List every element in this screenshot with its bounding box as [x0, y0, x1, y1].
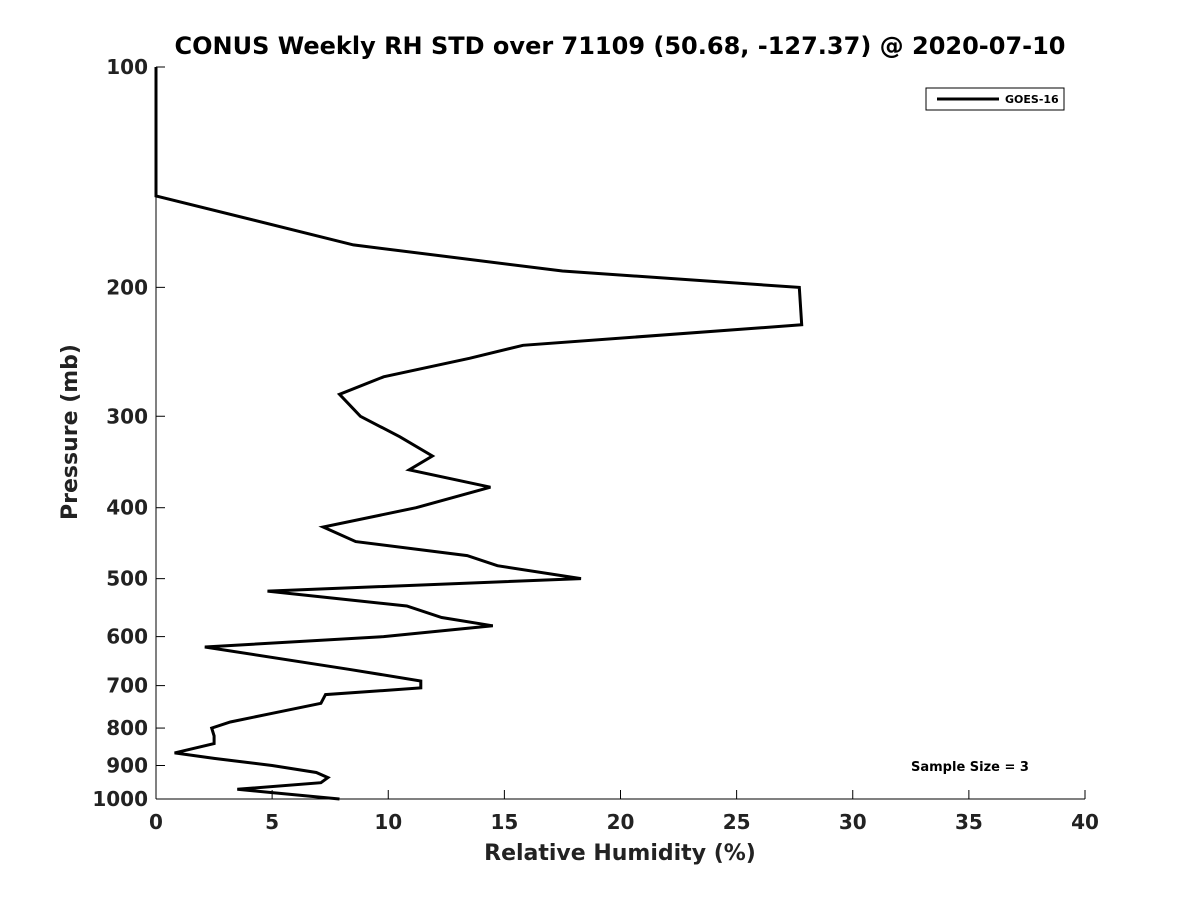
plot-area: 0 5 10 15 20 25 30 35 40 100 200 300 400 500 600 700 800… [92, 55, 1099, 834]
x-tick-label-15: 15 [490, 810, 518, 834]
y-tick-label-200: 200 [106, 275, 148, 299]
series-line-goes-16 [156, 67, 802, 799]
y-tick-label-1000: 1000 [92, 787, 148, 811]
x-axis-label: Relative Humidity (%) [484, 841, 756, 866]
x-tick-label-5: 5 [265, 810, 279, 834]
x-tick-label-35: 35 [955, 810, 983, 834]
x-tick-label-40: 40 [1071, 810, 1099, 834]
legend-label-goes-16: GOES-16 [1005, 93, 1059, 106]
x-tick-label-20: 20 [607, 810, 635, 834]
chart-title: CONUS Weekly RH STD over 71109 (50.68, -… [174, 32, 1065, 60]
x-tick-label-10: 10 [374, 810, 402, 834]
y-tick-label-300: 300 [106, 404, 148, 428]
y-tick-label-700: 700 [106, 674, 148, 698]
y-axis-label: Pressure (mb) [58, 344, 83, 520]
legend: GOES-16 [926, 88, 1064, 110]
x-tick-label-30: 30 [839, 810, 867, 834]
y-tick-label-800: 800 [106, 716, 148, 740]
y-tick-label-600: 600 [106, 625, 148, 649]
y-tick-label-100: 100 [106, 55, 148, 79]
y-tick-label-900: 900 [106, 754, 148, 778]
y-tick-label-400: 400 [106, 496, 148, 520]
x-tick-label-0: 0 [149, 810, 163, 834]
x-tick-label-25: 25 [723, 810, 751, 834]
y-tick-label-500: 500 [106, 567, 148, 591]
sample-size-annotation: Sample Size = 3 [911, 760, 1029, 775]
